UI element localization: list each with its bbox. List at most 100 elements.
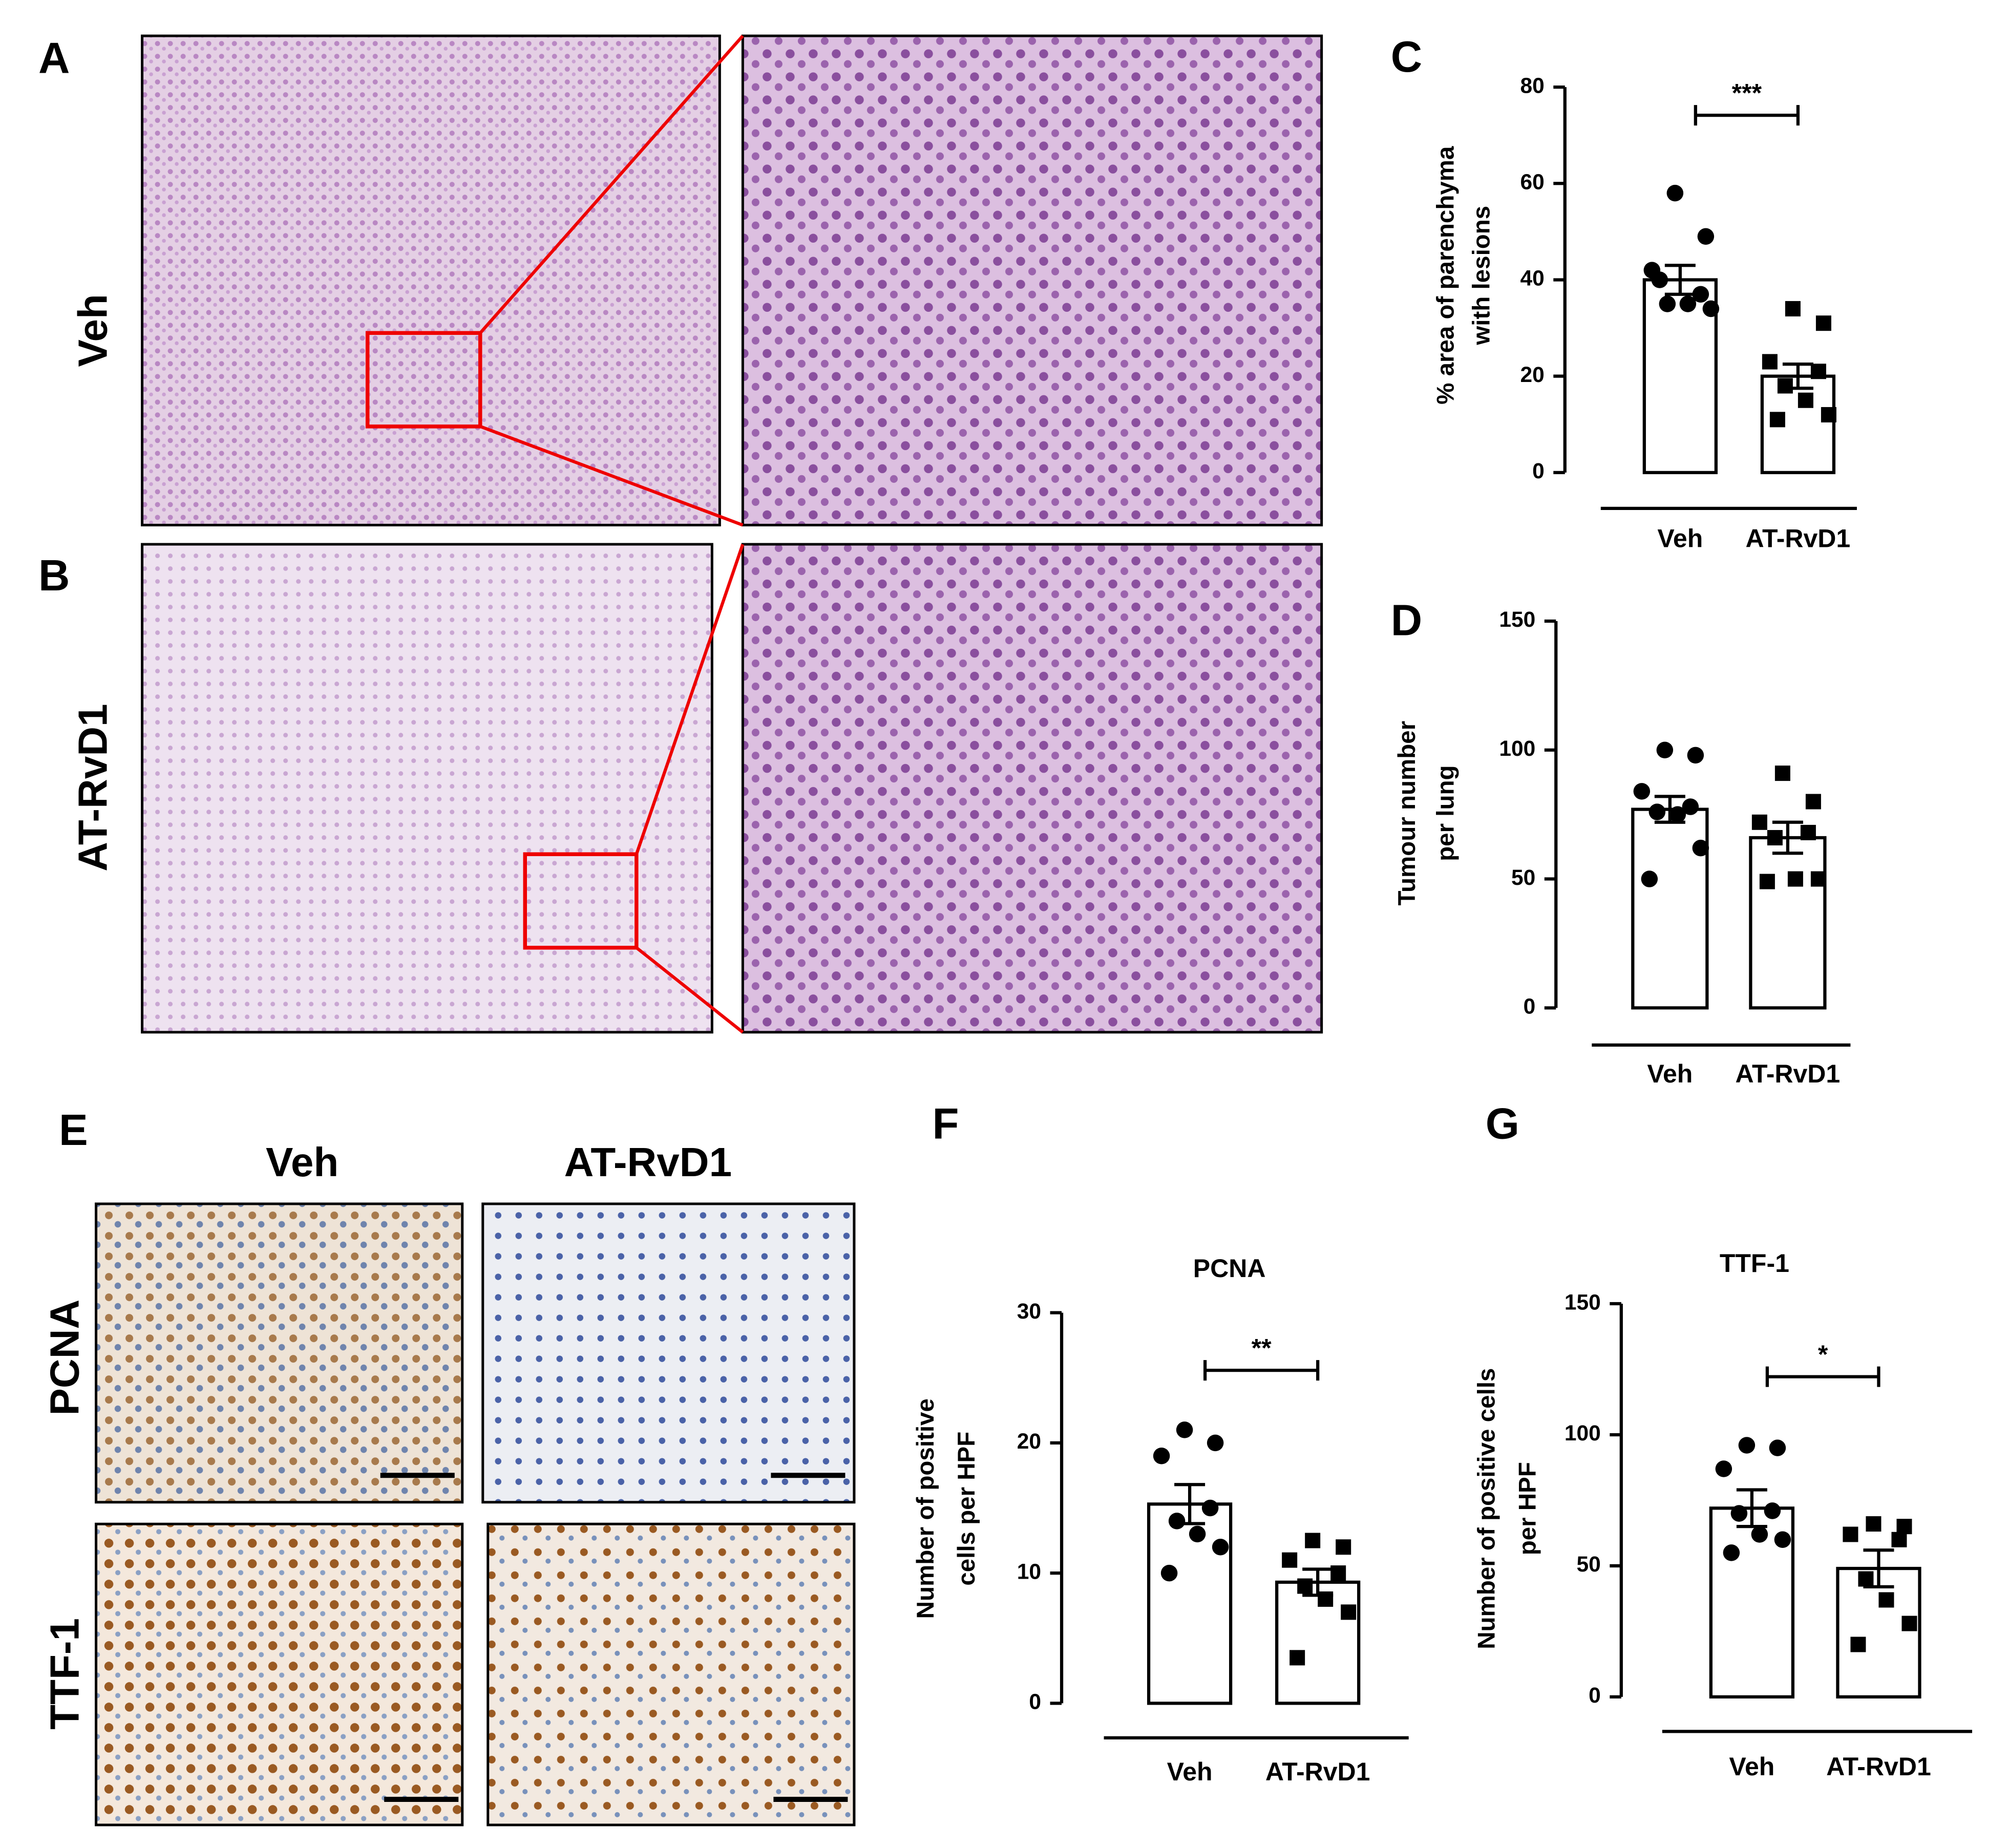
zoom-box	[365, 331, 482, 429]
y-axis-label: per lung	[1432, 765, 1459, 861]
data-point	[1878, 1592, 1894, 1608]
data-point	[1821, 407, 1836, 422]
data-point	[1858, 1571, 1874, 1587]
zoom-line	[479, 424, 744, 527]
significance-label: **	[1252, 1333, 1272, 1362]
data-point	[1759, 874, 1775, 889]
panel-letter: F	[932, 1099, 959, 1148]
data-point	[1810, 871, 1826, 887]
data-point	[1800, 824, 1816, 840]
bar	[1631, 808, 1709, 1010]
error-bar	[1863, 1548, 1894, 1589]
data-point	[1318, 1591, 1334, 1607]
data-point	[1751, 814, 1767, 830]
bar-chart: G TTF-1 Number of positive cells per HPF 0 50…	[1473, 1099, 1972, 1781]
y-tick-label: 150	[1499, 608, 1535, 632]
significance-label: ***	[1732, 78, 1762, 107]
y-tick-label: 10	[1017, 1560, 1041, 1584]
x-tick-label: AT-RvD1	[1826, 1752, 1931, 1781]
y-axis-label: with lesions	[1468, 206, 1495, 346]
micrograph	[95, 1202, 464, 1504]
bar-chart: D Tumour number per lung 0 50 100 150 Veh AT-RvD…	[1391, 596, 1851, 1088]
column-label: AT-RvD1	[564, 1139, 732, 1185]
data-point	[1666, 184, 1684, 202]
data-point	[1901, 1616, 1917, 1631]
data-point	[1207, 1434, 1224, 1452]
data-point	[1153, 1448, 1170, 1464]
data-point	[1189, 1525, 1206, 1543]
data-point	[1769, 412, 1785, 428]
micrograph	[141, 543, 713, 1034]
y-axis-label: cells per HPF	[953, 1432, 980, 1586]
y-tick-label: 150	[1565, 1290, 1601, 1314]
data-point	[1769, 1439, 1786, 1456]
panel-letter: A	[38, 34, 70, 82]
micrograph	[141, 34, 721, 526]
bar-chart: F PCNA Number of positive cells per HPF 0 10 2…	[912, 1099, 1409, 1786]
y-tick-label: 0	[1532, 459, 1545, 483]
data-point	[1656, 741, 1674, 759]
data-point	[1785, 301, 1801, 316]
zoom-line	[635, 946, 744, 1034]
data-point	[1730, 1505, 1748, 1522]
zoom-line	[635, 543, 745, 855]
data-point	[1866, 1516, 1882, 1532]
y-tick-label: 50	[1511, 866, 1535, 890]
bar	[1147, 1502, 1233, 1705]
data-point	[1798, 392, 1813, 408]
data-point	[1633, 783, 1651, 800]
micrograph	[95, 1522, 464, 1826]
y-tick-label: 100	[1565, 1421, 1601, 1446]
data-point	[1687, 747, 1704, 764]
y-axis-label: Number of positive cells	[1473, 1368, 1500, 1649]
data-point	[1176, 1421, 1193, 1438]
data-point	[1648, 803, 1666, 820]
data-point	[1738, 1437, 1756, 1454]
data-point	[1715, 1460, 1732, 1477]
row-label: AT-RvD1	[70, 704, 116, 872]
data-point	[1774, 1531, 1791, 1548]
y-tick-label: 30	[1017, 1300, 1041, 1324]
y-tick-label: 0	[1589, 1684, 1601, 1708]
data-point	[1290, 1650, 1305, 1666]
chart-title: PCNA	[1193, 1254, 1266, 1283]
data-point	[1815, 315, 1831, 331]
y-tick-label: 20	[1520, 363, 1544, 387]
bar	[1749, 836, 1827, 1010]
data-point	[1679, 295, 1697, 312]
data-point	[1282, 1552, 1298, 1568]
significance-bracket	[1765, 1366, 1880, 1387]
y-tick-label: 50	[1577, 1553, 1601, 1577]
data-point	[1212, 1538, 1229, 1556]
y-tick-label: 40	[1520, 267, 1544, 291]
significance-label: *	[1818, 1340, 1828, 1369]
column-label: Veh	[266, 1139, 339, 1185]
data-point	[1336, 1539, 1351, 1555]
x-tick-label: AT-RvD1	[1736, 1059, 1841, 1088]
bar-chart: C % area of parenchyma with lesions 0 20 40 60…	[1391, 33, 1857, 553]
data-point	[1762, 354, 1778, 370]
data-point	[1669, 806, 1686, 823]
row-label: PCNA	[42, 1300, 88, 1416]
micrographs-e: E Veh AT-RvD1 PCNA TTF-1	[42, 1106, 856, 1826]
data-point	[1774, 766, 1790, 781]
micrograph	[741, 34, 1323, 526]
data-point	[1697, 228, 1715, 245]
x-tick-label: AT-RvD1	[1265, 1757, 1370, 1786]
micrograph	[481, 1202, 856, 1504]
error-bar	[1664, 264, 1696, 296]
data-point	[1850, 1637, 1866, 1652]
micrograph	[487, 1522, 856, 1826]
data-point	[1651, 271, 1668, 288]
data-point	[1702, 300, 1720, 317]
y-tick-label: 20	[1017, 1430, 1041, 1454]
panel-letter: C	[1391, 33, 1422, 81]
data-point	[1891, 1532, 1907, 1547]
y-tick-label: 0	[1029, 1690, 1041, 1714]
data-point	[1767, 830, 1783, 845]
data-point	[1160, 1564, 1178, 1582]
error-bar	[1772, 820, 1803, 855]
y-tick-label: 0	[1524, 995, 1536, 1019]
data-point	[1896, 1519, 1912, 1535]
